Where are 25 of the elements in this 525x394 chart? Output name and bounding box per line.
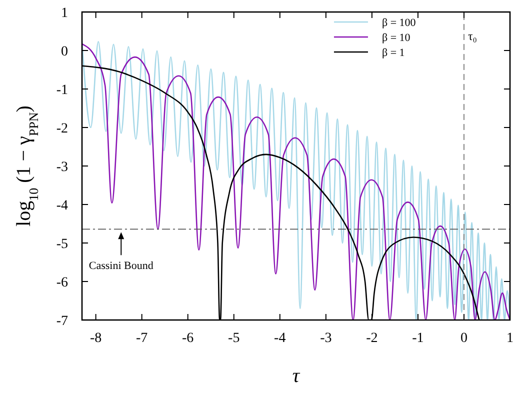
- x-tick-label: -4: [274, 331, 286, 346]
- x-tick-label: -6: [182, 331, 194, 346]
- x-tick-label: -5: [228, 331, 240, 346]
- y-tick-label: 1: [61, 6, 68, 21]
- ref-line-label: τ₀: [468, 29, 477, 43]
- y-tick-label: -2: [56, 122, 68, 136]
- x-tick-label: -3: [320, 331, 332, 346]
- x-axis-title: τ: [292, 365, 300, 387]
- x-tick-label: 0: [460, 331, 468, 346]
- y-tick-label: -5: [56, 237, 68, 252]
- legend-label: β = 1: [382, 47, 405, 59]
- x-tick-label: -1: [412, 331, 424, 346]
- legend-label: β = 10: [382, 32, 411, 44]
- y-tick-label: -6: [56, 276, 68, 290]
- y-tick-label: 0: [61, 44, 68, 60]
- y-tick-label: -3: [56, 160, 68, 175]
- x-tick-label: 1: [506, 331, 514, 346]
- x-tick-label: -2: [366, 331, 378, 346]
- y-tick-label: -4: [56, 198, 68, 214]
- ref-line-label: Cassini Bound: [88, 260, 154, 272]
- y-tick-label: -1: [56, 83, 68, 98]
- legend-label: β = 100: [382, 17, 416, 29]
- y-tick-label: -7: [56, 314, 68, 329]
- x-tick-label: -8: [90, 331, 102, 346]
- x-tick-label: -7: [136, 331, 148, 346]
